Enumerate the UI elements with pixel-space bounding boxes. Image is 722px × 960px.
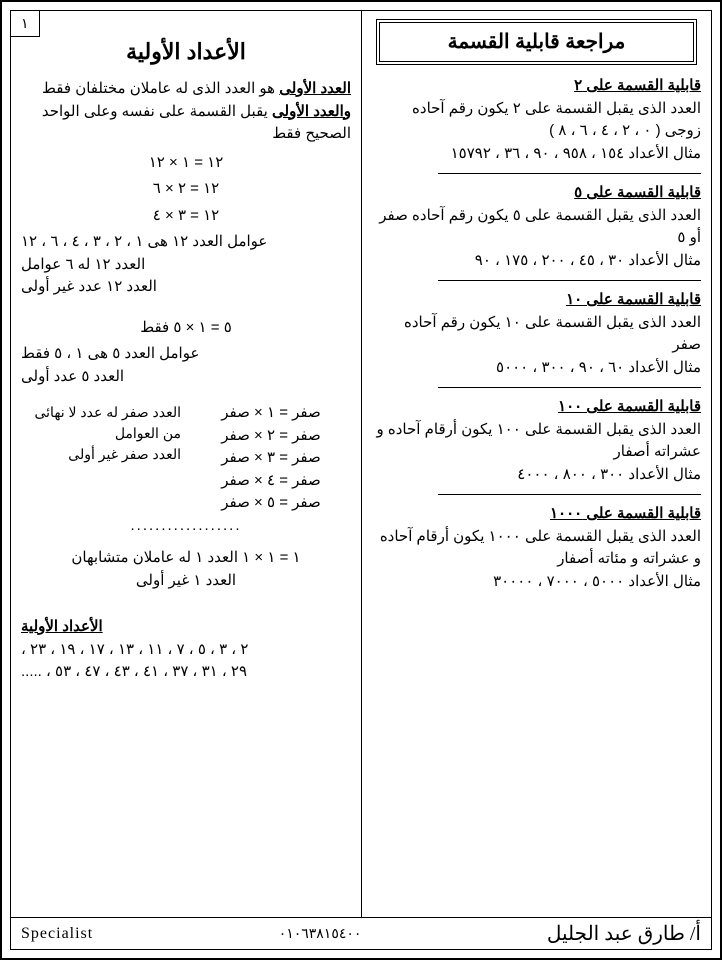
rule-body: العدد الذى يقبل القسمة على ١٠٠ يكون أرقا…	[372, 419, 701, 464]
rule-title: قابلية القسمة على ١٠٠	[372, 396, 701, 419]
rule-2: قابلية القسمة على ٥ العدد الذى يقبل القس…	[372, 182, 701, 272]
zero-eq: صفر = ٥ × صفر	[191, 492, 351, 515]
footer-phone: ٠١٠٦٣٨١٥٤٠٠	[279, 925, 362, 942]
def-term: العدد الأولى	[279, 80, 351, 97]
eq-1: ١ = ١ × ١ العدد ١ له عاملان متشابهان	[21, 547, 351, 570]
footer-signature: أ/ طارق عبد الجليل	[547, 921, 701, 946]
zero-eq: صفر = ٤ × صفر	[191, 470, 351, 493]
def-text: هو العدد الذى له عاملان مختلفان فقط	[42, 80, 279, 97]
rule-4: قابلية القسمة على ١٠٠ العدد الذى يقبل ال…	[372, 396, 701, 486]
main-title: مراجعة قابلية القسمة	[376, 19, 697, 65]
eq-12-2: ١٢ = ٢ × ٦	[21, 178, 351, 201]
rule-example: مثال الأعداد ٣٠ ، ٤٥ ، ٢٠٠ ، ١٧٥ ، ٩٠	[372, 250, 701, 273]
primes-list-title: الأعداد الأولية	[21, 616, 351, 639]
rule-example: مثال الأعداد ٣٠٠ ، ٨٠٠ ، ٤٠٠٠	[372, 464, 701, 487]
rule-title: قابلية القسمة على ١٠	[372, 289, 701, 312]
rule-example: مثال الأعداد ١٥٤ ، ٩٥٨ ، ٩٠ ، ٣٦ ، ١٥٧٩٢	[372, 143, 701, 166]
zero-eq: صفر = ١ × صفر	[191, 402, 351, 425]
page: مراجعة قابلية القسمة قابلية القسمة على ٢…	[0, 0, 722, 960]
rule-example: مثال الأعداد ٦٠ ، ٩٠ ، ٣٠٠ ، ٥٠٠٠	[372, 357, 701, 380]
rule-title: قابلية القسمة على ٢	[372, 75, 701, 98]
right-column: مراجعة قابلية القسمة قابلية القسمة على ٢…	[361, 11, 711, 917]
notprime-12: العدد ١٢ عدد غير أولى	[21, 276, 351, 299]
left-title: الأعداد الأولية	[21, 35, 351, 68]
divider	[438, 494, 701, 495]
zero-block: صفر = ١ × صفر صفر = ٢ × صفر صفر = ٣ × صف…	[21, 402, 351, 515]
primes-line-2: ٢٩ ، ٣١ ، ٣٧ ، ٤١ ، ٤٣ ، ٤٧ ، ٥٣ ، .....	[21, 661, 351, 684]
zero-eq: صفر = ٣ × صفر	[191, 447, 351, 470]
prime-definition: العدد الأولى هو العدد الذى له عاملان مخت…	[21, 78, 351, 146]
rule-body: العدد الذى يقبل القسمة على ١٠٠٠ يكون أرق…	[372, 526, 701, 571]
rule-title: قابلية القسمة على ١٠٠٠	[372, 503, 701, 526]
left-column: ١ الأعداد الأولية العدد الأولى هو العدد …	[11, 11, 361, 917]
eq-12-3: ١٢ = ٣ × ٤	[21, 205, 351, 228]
rule-example: مثال الأعداد ٥٠٠٠ ، ٧٠٠٠ ، ٣٠٠٠٠	[372, 571, 701, 594]
def-term: والعدد الأولى	[272, 103, 351, 120]
count-12: العدد ١٢ له ٦ عوامل	[21, 254, 351, 277]
rule-title: قابلية القسمة على ٥	[372, 182, 701, 205]
rule-3: قابلية القسمة على ١٠ العدد الذى يقبل الق…	[372, 289, 701, 379]
footer: أ/ طارق عبد الجليل ٠١٠٦٣٨١٥٤٠٠ Specialis…	[11, 917, 711, 949]
eq-5: ٥ = ١ × ٥ فقط	[21, 317, 351, 340]
rule-body: العدد الذى يقبل القسمة على ٢ يكون رقم آح…	[372, 98, 701, 143]
primes-line-1: ٢ ، ٣ ، ٥ ، ٧ ، ١١ ، ١٣ ، ١٧ ، ١٩ ، ٢٣ ،	[21, 639, 351, 662]
divider	[438, 280, 701, 281]
divider	[438, 387, 701, 388]
rule-body: العدد الذى يقبل القسمة على ٥ يكون رقم آح…	[372, 205, 701, 250]
factors-12: عوامل العدد ١٢ هى ١ ، ٢ ، ٣ ، ٤ ، ٦ ، ١٢	[21, 231, 351, 254]
zero-note-1: العدد صفر له عدد لا نهائى من العوامل	[21, 402, 181, 444]
footer-brand: Specialist	[21, 925, 93, 943]
factors-5: عوامل العدد ٥ هى ١ ، ٥ فقط	[21, 343, 351, 366]
rule-body: العدد الذى يقبل القسمة على ١٠ يكون رقم آ…	[372, 312, 701, 357]
dots: ..................	[21, 515, 351, 538]
eq-12-1: ١٢ = ١ × ١٢	[21, 152, 351, 175]
rule-5: قابلية القسمة على ١٠٠٠ العدد الذى يقبل ا…	[372, 503, 701, 593]
rule-1: قابلية القسمة على ٢ العدد الذى يقبل القس…	[372, 75, 701, 165]
zero-eq: صفر = ٢ × صفر	[191, 425, 351, 448]
divider	[438, 173, 701, 174]
zero-note-2: العدد صفر غير أولى	[21, 444, 181, 465]
content-area: مراجعة قابلية القسمة قابلية القسمة على ٢…	[11, 11, 711, 917]
one-note: العدد ١ غير أولى	[21, 570, 351, 593]
inner-frame: مراجعة قابلية القسمة قابلية القسمة على ٢…	[10, 10, 712, 950]
page-number: ١	[11, 11, 40, 37]
prime-5: العدد ٥ عدد أولى	[21, 366, 351, 389]
